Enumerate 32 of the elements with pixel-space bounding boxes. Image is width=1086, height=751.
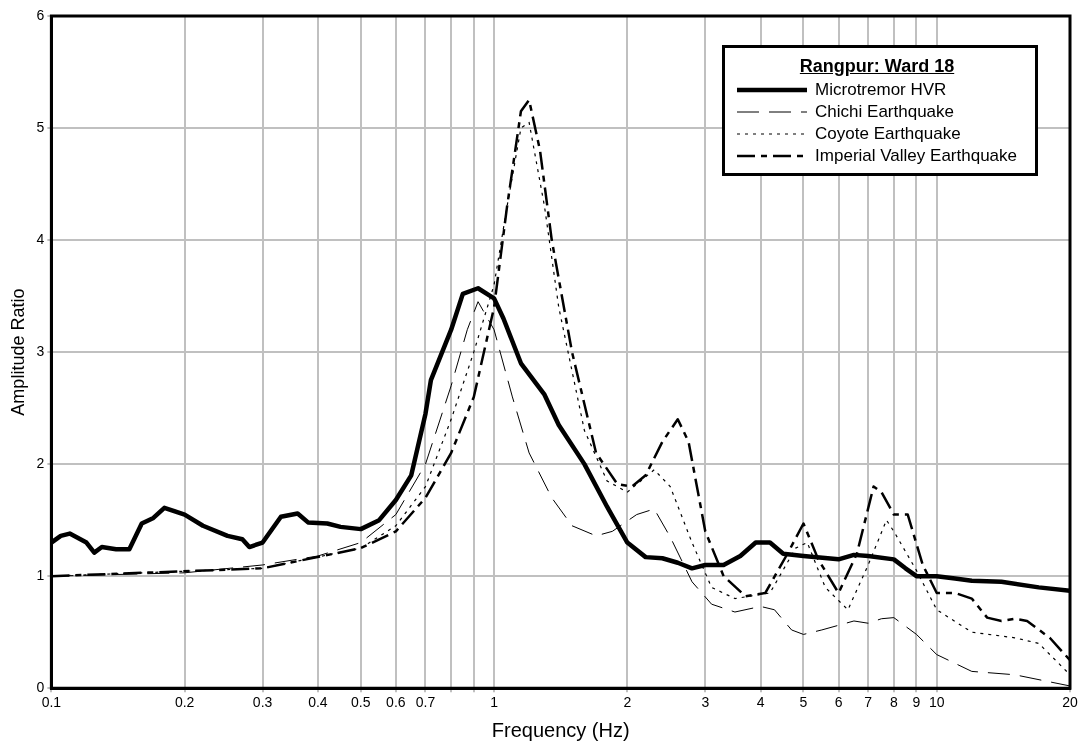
x-tick-label: 7 xyxy=(864,694,873,711)
legend-label: Microtremor HVR xyxy=(815,79,947,101)
x-tick-label: 0.1 xyxy=(41,694,62,711)
x-tick-label: 20 xyxy=(1062,694,1078,711)
x-tick-label: 2 xyxy=(623,694,632,711)
x-tick-label: 0.3 xyxy=(252,694,273,711)
x-tick-label: 8 xyxy=(889,694,898,711)
legend-label: Coyote Earthquake xyxy=(815,123,961,145)
x-tick-label: 5 xyxy=(799,694,808,711)
y-tick-label: 1 xyxy=(36,567,45,584)
x-tick-label: 0.4 xyxy=(308,694,328,711)
y-tick-label: 6 xyxy=(36,6,45,23)
y-tick-label: 2 xyxy=(36,454,45,471)
legend-label: Imperial Valley Earthquake xyxy=(815,145,1017,167)
x-tick-label: 0.5 xyxy=(351,694,371,711)
legend-label: Chichi Earthquake xyxy=(815,101,955,123)
x-tick-label: 10 xyxy=(928,694,945,711)
x-tick-label: 0.7 xyxy=(415,694,436,711)
x-tick-label: 6 xyxy=(834,694,843,711)
legend-title: Rangpur: Ward 18 xyxy=(798,56,956,77)
y-tick-label: 4 xyxy=(36,230,45,247)
x-tick-label: 3 xyxy=(701,694,710,711)
x-axis-title: Frequency (Hz) xyxy=(491,718,630,741)
y-tick-label: 0 xyxy=(36,679,45,696)
x-tick-label: 0.6 xyxy=(386,694,406,711)
x-tick-label: 9 xyxy=(912,694,921,711)
y-axis-title: Amplitude Ratio xyxy=(7,288,28,416)
x-tick-label: 4 xyxy=(756,694,765,711)
x-tick-label: 0.2 xyxy=(174,694,195,711)
x-tick-label: 1 xyxy=(490,694,499,711)
y-tick-label: 5 xyxy=(36,118,45,135)
y-tick-label: 3 xyxy=(36,342,45,359)
